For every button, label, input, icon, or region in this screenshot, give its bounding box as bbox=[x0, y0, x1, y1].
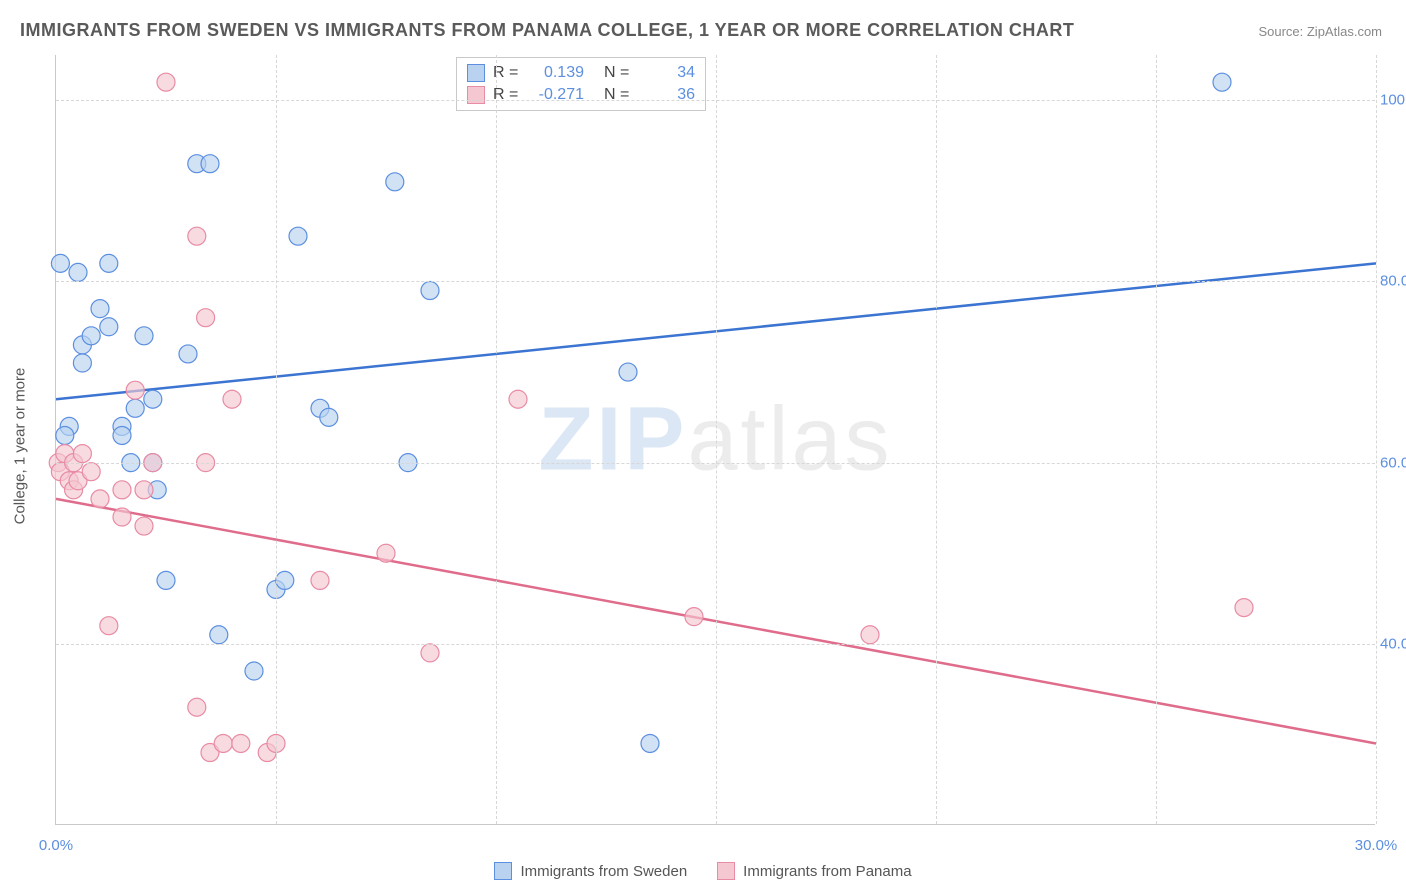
y-tick-label: 40.0% bbox=[1380, 635, 1406, 652]
data-point bbox=[201, 155, 219, 173]
gridline-v bbox=[936, 55, 937, 824]
gridline-v bbox=[496, 55, 497, 824]
data-point bbox=[113, 508, 131, 526]
data-point bbox=[214, 734, 232, 752]
x-tick-label: 0.0% bbox=[39, 837, 73, 854]
data-point bbox=[386, 173, 404, 191]
legend-label: Immigrants from Sweden bbox=[520, 863, 687, 880]
data-point bbox=[135, 327, 153, 345]
data-point bbox=[1235, 599, 1253, 617]
legend-label: Immigrants from Panama bbox=[743, 863, 911, 880]
data-point bbox=[157, 571, 175, 589]
data-point bbox=[289, 227, 307, 245]
gridline-v bbox=[1376, 55, 1377, 824]
y-tick-label: 80.0% bbox=[1380, 273, 1406, 290]
gridline-v bbox=[716, 55, 717, 824]
data-point bbox=[188, 227, 206, 245]
chart-title: IMMIGRANTS FROM SWEDEN VS IMMIGRANTS FRO… bbox=[20, 20, 1074, 41]
data-point bbox=[276, 571, 294, 589]
data-point bbox=[421, 644, 439, 662]
data-point bbox=[82, 463, 100, 481]
data-point bbox=[619, 363, 637, 381]
legend-item: Immigrants from Panama bbox=[717, 862, 911, 880]
data-point bbox=[126, 381, 144, 399]
legend-swatch bbox=[494, 862, 512, 880]
data-point bbox=[51, 254, 69, 272]
data-point bbox=[320, 408, 338, 426]
data-point bbox=[685, 608, 703, 626]
data-point bbox=[100, 254, 118, 272]
data-point bbox=[69, 263, 87, 281]
data-point bbox=[641, 734, 659, 752]
y-axis-label: College, 1 year or more bbox=[12, 368, 29, 525]
data-point bbox=[73, 445, 91, 463]
y-tick-label: 100.0% bbox=[1380, 92, 1406, 109]
data-point bbox=[377, 544, 395, 562]
data-point bbox=[861, 626, 879, 644]
legend-item: Immigrants from Sweden bbox=[494, 862, 687, 880]
legend-swatch bbox=[717, 862, 735, 880]
data-point bbox=[135, 481, 153, 499]
data-point bbox=[509, 390, 527, 408]
data-point bbox=[188, 698, 206, 716]
data-point bbox=[126, 399, 144, 417]
data-point bbox=[135, 517, 153, 535]
plot-area: ZIPatlas R =0.139N =34R =-0.271N =36 40.… bbox=[55, 55, 1375, 825]
data-point bbox=[210, 626, 228, 644]
data-point bbox=[1213, 73, 1231, 91]
data-point bbox=[223, 390, 241, 408]
data-point bbox=[197, 309, 215, 327]
gridline-v bbox=[276, 55, 277, 824]
y-tick-label: 60.0% bbox=[1380, 454, 1406, 471]
data-point bbox=[100, 617, 118, 635]
data-point bbox=[179, 345, 197, 363]
data-point bbox=[82, 327, 100, 345]
data-point bbox=[56, 426, 74, 444]
series-legend: Immigrants from Sweden Immigrants from Pa… bbox=[0, 862, 1406, 880]
data-point bbox=[157, 73, 175, 91]
data-point bbox=[421, 282, 439, 300]
data-point bbox=[113, 426, 131, 444]
data-point bbox=[100, 318, 118, 336]
gridline-v bbox=[1156, 55, 1157, 824]
data-point bbox=[91, 490, 109, 508]
data-point bbox=[91, 300, 109, 318]
data-point bbox=[73, 354, 91, 372]
data-point bbox=[113, 481, 131, 499]
data-point bbox=[232, 734, 250, 752]
data-point bbox=[245, 662, 263, 680]
x-tick-label: 30.0% bbox=[1355, 837, 1398, 854]
data-point bbox=[311, 571, 329, 589]
source-label: Source: ZipAtlas.com bbox=[1258, 24, 1382, 39]
data-point bbox=[144, 390, 162, 408]
chart-container: IMMIGRANTS FROM SWEDEN VS IMMIGRANTS FRO… bbox=[0, 0, 1406, 892]
